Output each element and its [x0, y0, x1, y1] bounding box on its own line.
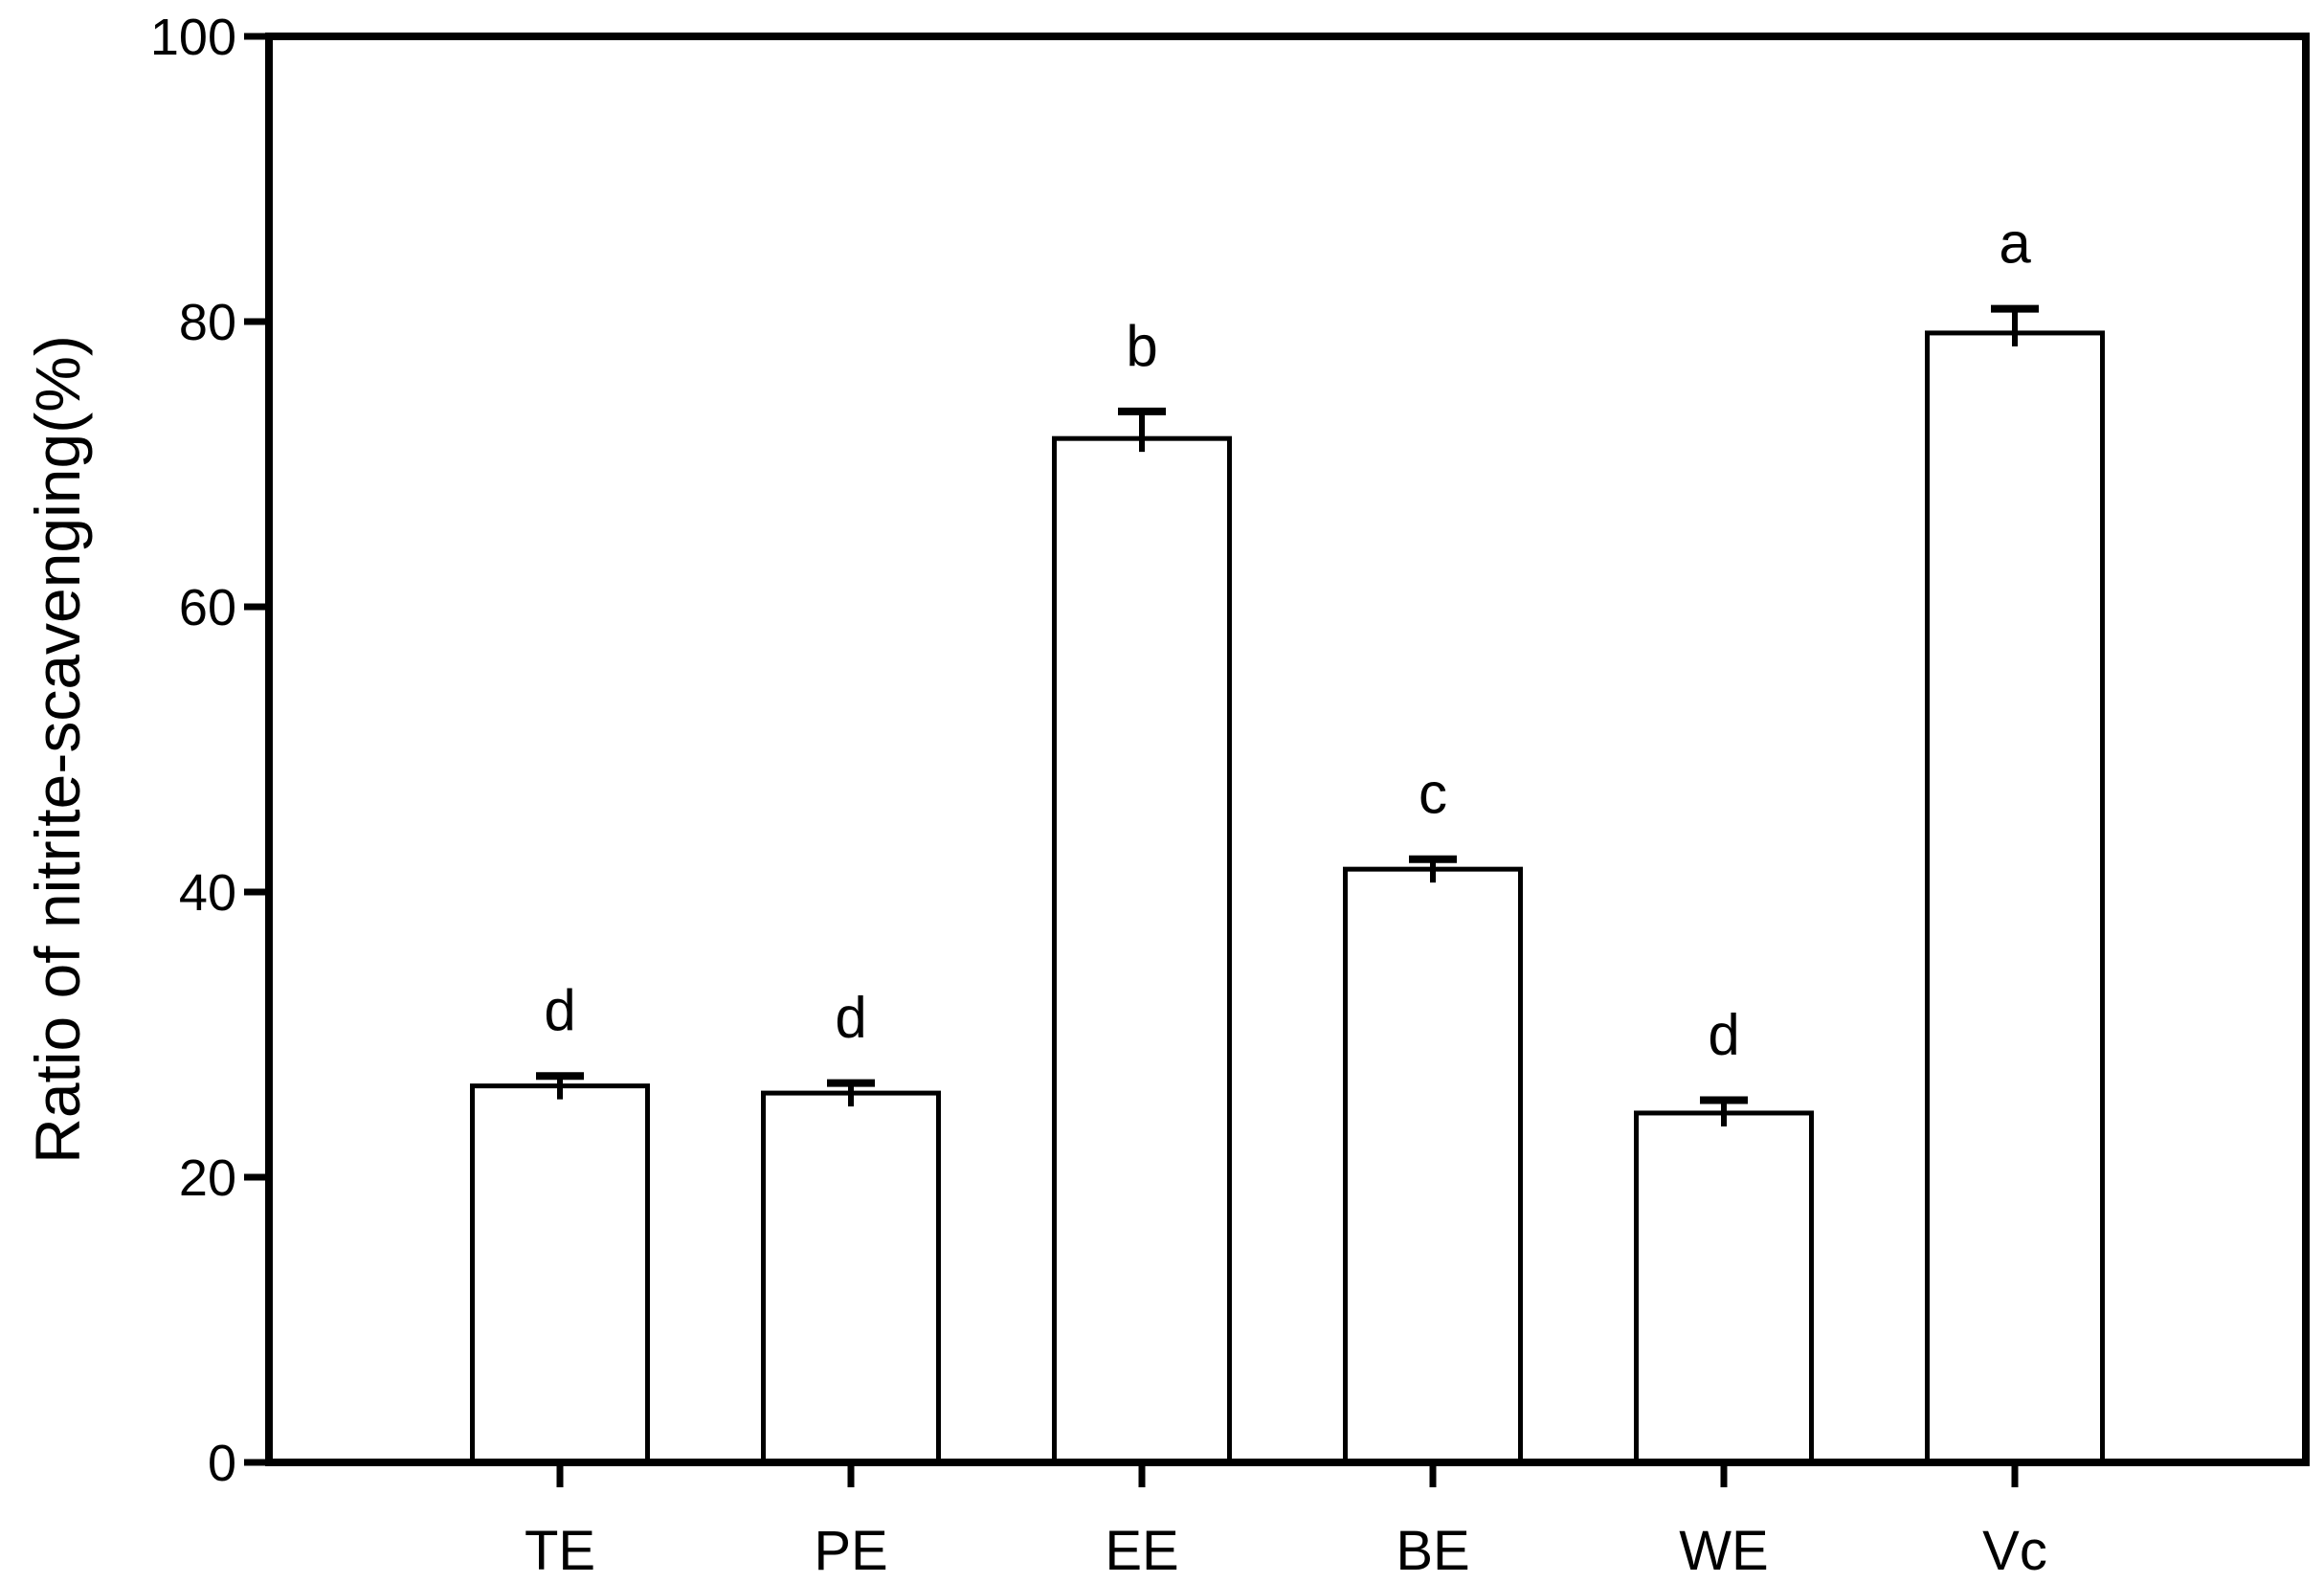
bar-PE: [761, 1090, 941, 1465]
tick-labels-layer: 0 20 40 60 80 100 TE PE EE BE WE Vc: [150, 9, 2047, 1582]
sig-letter-TE: d: [544, 978, 575, 1042]
plot-frame: [265, 33, 2310, 1466]
bar-EE: [1052, 435, 1232, 1465]
bar-BE: [1343, 866, 1523, 1465]
axes-frame-layer: [265, 33, 2310, 1466]
sig-letter-BE: c: [1419, 762, 1447, 826]
bar-TE: [470, 1083, 650, 1465]
sig-letter-PE: d: [835, 986, 866, 1050]
x-tick-label-TE: TE: [525, 1520, 595, 1582]
x-tick-label-Vc: Vc: [1982, 1520, 2047, 1582]
y-tick-label-40: 40: [179, 864, 236, 922]
x-tick-label-WE: WE: [1679, 1520, 1768, 1582]
axis-ticks-layer: [244, 33, 2019, 1487]
x-tick-label-BE: BE: [1396, 1520, 1469, 1582]
x-tick-label-PE: PE: [814, 1520, 887, 1582]
sig-letter-WE: d: [1708, 1003, 1739, 1067]
bars-layer: [470, 330, 2105, 1465]
error-bars-layer: [536, 304, 2039, 1126]
y-tick-label-20: 20: [179, 1149, 236, 1207]
bar-Vc: [1925, 330, 2105, 1465]
y-axis-title: Ratio of nitrite-scavenging(%): [22, 335, 93, 1164]
y-tick-label-100: 100: [150, 9, 236, 66]
sig-letters-layer: d d b c d a: [544, 212, 2031, 1067]
x-tick-label-EE: EE: [1105, 1520, 1178, 1582]
y-tick-label-0: 0: [208, 1435, 236, 1492]
sig-letter-Vc: a: [1999, 212, 2031, 276]
y-tick-label-80: 80: [179, 294, 236, 351]
y-tick-label-60: 60: [179, 579, 236, 636]
bar-WE: [1634, 1110, 1814, 1465]
sig-letter-EE: b: [1126, 314, 1157, 378]
